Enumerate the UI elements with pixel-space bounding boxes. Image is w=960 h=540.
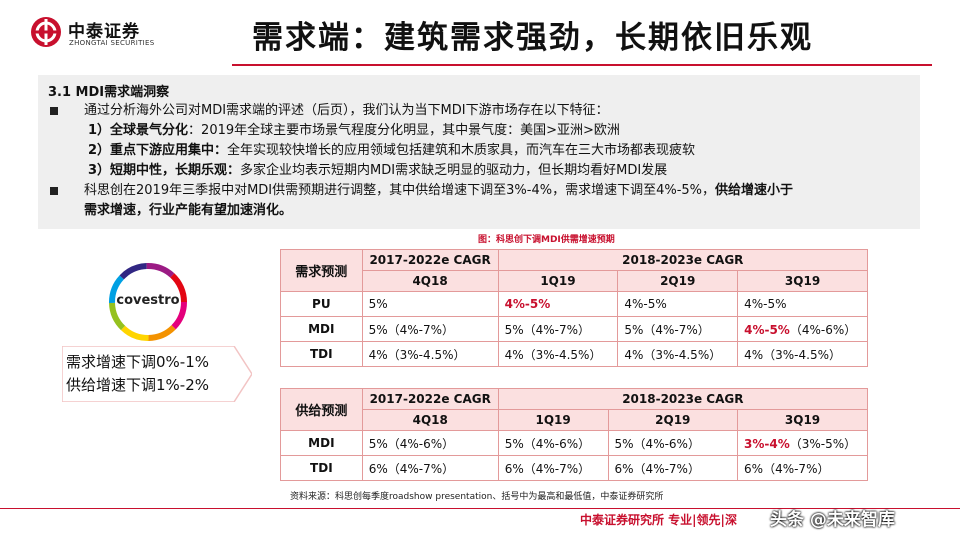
- source-note: 资料来源：科思创每季度roadshow presentation、括号中为最高和…: [290, 492, 664, 502]
- table-cell: 6%（4%-7%）: [607, 455, 739, 481]
- supply-adjust-note: 供给增速下调1%-2%: [66, 376, 210, 394]
- demand-col-header: 2Q19: [617, 270, 739, 292]
- table-cell-highlight: 4%-5%: [497, 291, 619, 317]
- row-label: MDI: [280, 316, 363, 342]
- panel-heading: 3.1 MDI需求端洞察: [48, 85, 170, 100]
- table-cell-range: （4%-6%）: [789, 322, 857, 337]
- table-cell: 5%: [361, 291, 499, 317]
- sub-point-2-key: 2）重点下游应用集中：: [88, 143, 228, 158]
- table-cell: 4%（3%-4.5%）: [617, 341, 739, 367]
- table-cell: 6%（4%-7%）: [737, 455, 868, 481]
- brand-name-cn: 中泰证券: [68, 22, 140, 42]
- table-cell: 6%（4%-7%）: [361, 455, 499, 481]
- bullet-2-bold-a: 供给增速小于: [715, 183, 794, 198]
- table-row: TDI 4%（3%-4.5%） 4%（3%-4.5%） 4%（3%-4.5%） …: [280, 341, 868, 367]
- supply-col-header: 4Q18: [361, 409, 499, 431]
- demand-group-2: 2018-2023e CAGR: [497, 249, 869, 271]
- footer-slogan: 中泰证券研究所 专业|领先|深: [580, 513, 737, 527]
- table-cell-value: 4%-5%: [744, 297, 787, 311]
- footer-divider: [0, 508, 960, 509]
- sub-point-2-text: 全年实现较快增长的应用领域包括建筑和木质家具，而汽车在三大市场都表现疲软: [227, 143, 696, 158]
- square-bullet-icon: [50, 107, 58, 115]
- figure-caption: 图：科思创下调MDI供需增速预期: [478, 235, 615, 245]
- demand-forecast-table: 需求预测 2017-2022e CAGR 2018-2023e CAGR 4Q1…: [280, 249, 869, 367]
- bullet-2-continued: 需求增速，行业产能有望加速消化。: [48, 201, 910, 221]
- table-row: MDI 5%（4%-6%） 5%（4%-6%） 5%（4%-6%） 3%-4%（…: [280, 430, 868, 456]
- table-row: TDI 6%（4%-7%） 6%（4%-7%） 6%（4%-7%） 6%（4%-…: [280, 455, 868, 481]
- row-label: TDI: [280, 455, 363, 481]
- table-row: PU 5% 4%-5% 4%-5% 4%-5%: [280, 291, 868, 317]
- table-cell: 5%（4%-6%）: [497, 430, 609, 456]
- sub-point-3: 3）短期中性，长期乐观：多家企业均表示短期内MDI需求缺乏明显的驱动力，但长期均…: [48, 161, 910, 181]
- supply-group-2: 2018-2023e CAGR: [497, 388, 869, 410]
- bullet-1-text: 通过分析海外公司对MDI需求端的评述（后页），我们认为当下MDI下游市场存在以下…: [84, 103, 609, 118]
- demand-col-header: 1Q19: [497, 270, 619, 292]
- supply-col-header: 2Q19: [607, 409, 739, 431]
- insight-panel: 3.1 MDI需求端洞察 通过分析海外公司对MDI需求端的评述（后页），我们认为…: [38, 75, 920, 229]
- demand-group-1: 2017-2022e CAGR: [361, 249, 499, 271]
- square-bullet-icon: [50, 187, 58, 195]
- table-cell: 5%（4%-6%）: [607, 430, 739, 456]
- demand-adjust-note: 需求增速下调0%-1%: [66, 353, 210, 371]
- row-label: PU: [280, 291, 363, 317]
- table-cell-range: （3%-5%）: [789, 436, 857, 451]
- table-cell: 4%（3%-4.5%）: [361, 341, 499, 367]
- row-label: TDI: [280, 341, 363, 367]
- brand-logo: 中泰证券 ZHONGTAI SECURITIES: [30, 14, 180, 54]
- sub-point-1-key: 1）全球景气分化: [88, 123, 189, 138]
- covestro-logo-text: covestro: [116, 293, 180, 308]
- sub-point-3-key: 3）短期中性，长期乐观：: [88, 163, 241, 178]
- table-cell-highlight: 3%-4%: [744, 436, 790, 451]
- supply-table-corner: 供给预测: [280, 388, 363, 431]
- brand-name-en: ZHONGTAI SECURITIES: [69, 39, 155, 47]
- sub-point-2: 2）重点下游应用集中：全年实现较快增长的应用领域包括建筑和木质家具，而汽车在三大…: [48, 141, 910, 161]
- table-cell: 5%（4%-7%）: [497, 316, 619, 342]
- supply-col-header: 3Q19: [737, 409, 868, 431]
- table-cell-highlight: 4%-5%: [744, 322, 790, 337]
- supply-forecast-table: 供给预测 2017-2022e CAGR 2018-2023e CAGR 4Q1…: [280, 388, 869, 481]
- covestro-logo-icon: [109, 263, 187, 341]
- table-cell: 5%（4%-6%）: [361, 430, 499, 456]
- table-cell: 4%-5%（4%-6%）: [737, 316, 868, 342]
- row-label: MDI: [280, 430, 363, 456]
- bullet-2-bold-b: 需求增速，行业产能有望加速消化。: [84, 203, 293, 218]
- table-cell: 6%（4%-7%）: [497, 455, 609, 481]
- bullet-2-text: 科思创在2019年三季报中对MDI供需预期进行调整，其中供给增速下调至3%-4%…: [84, 183, 716, 198]
- zhongtai-logo-icon: [31, 17, 61, 47]
- demand-col-header: 3Q19: [737, 270, 868, 292]
- bullet-1: 通过分析海外公司对MDI需求端的评述（后页），我们认为当下MDI下游市场存在以下…: [48, 101, 910, 121]
- supply-group-1: 2017-2022e CAGR: [361, 388, 499, 410]
- table-cell-value: 6%（4%-7%）: [744, 461, 830, 476]
- table-cell: 3%-4%（3%-5%）: [737, 430, 868, 456]
- sub-point-1: 1）全球景气分化：2019年全球主要市场景气程度分化明显，其中景气度：美国>亚洲…: [48, 121, 910, 141]
- watermark: 头条 @未来智库: [770, 510, 895, 530]
- table-cell: 4%-5%: [617, 291, 739, 317]
- title-divider: [232, 64, 932, 66]
- sub-point-3-text: 多家企业均表示短期内MDI需求缺乏明显的驱动力，但长期均看好MDI发展: [240, 163, 668, 178]
- arrow-callout-icon: [62, 346, 252, 402]
- bullet-2: 科思创在2019年三季报中对MDI供需预期进行调整，其中供给增速下调至3%-4%…: [48, 181, 910, 201]
- table-cell: 4%（3%-4.5%）: [737, 341, 868, 367]
- table-cell: 5%（4%-7%）: [617, 316, 739, 342]
- supply-col-header: 1Q19: [497, 409, 609, 431]
- table-cell: 5%（4%-7%）: [361, 316, 499, 342]
- table-cell-value: 4%（3%-4.5%）: [744, 347, 841, 362]
- demand-table-corner: 需求预测: [280, 249, 363, 292]
- table-cell: 4%（3%-4.5%）: [497, 341, 619, 367]
- table-row: MDI 5%（4%-7%） 5%（4%-7%） 5%（4%-7%） 4%-5%（…: [280, 316, 868, 342]
- sub-point-1-text: ：2019年全球主要市场景气程度分化明显，其中景气度：美国>亚洲>欧洲: [188, 123, 620, 138]
- demand-col-header: 4Q18: [361, 270, 499, 292]
- page-title: 需求端：建筑需求强劲，长期依旧乐观: [252, 20, 813, 56]
- table-cell: 4%-5%: [737, 291, 868, 317]
